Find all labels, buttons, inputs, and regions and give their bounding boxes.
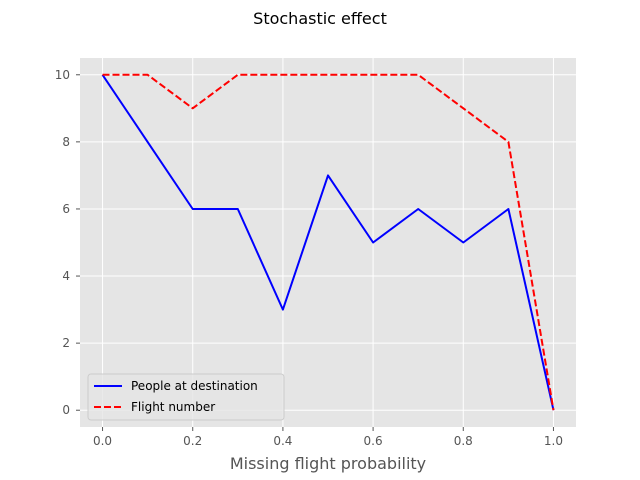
x-axis-ticks: 0.0 0.2 0.4 0.6 0.8 1.0 <box>93 427 563 448</box>
x-tick-label: 0.2 <box>183 434 202 448</box>
y-tick-label: 0 <box>62 403 70 417</box>
legend: People at destination Flight number <box>87 373 285 421</box>
series-line-1 <box>101 74 555 411</box>
x-tick-label: 1.0 <box>544 434 563 448</box>
legend-box <box>87 373 285 421</box>
y-tick-label: 10 <box>55 68 70 82</box>
y-tick-label: 8 <box>62 135 70 149</box>
series-lines <box>101 73 555 411</box>
x-axis-label: Missing flight probability <box>230 454 426 473</box>
x-tick-label: 0.8 <box>454 434 473 448</box>
legend-label: People at destination <box>131 379 258 393</box>
y-tick-label: 4 <box>62 269 70 283</box>
x-tick-label: 0.4 <box>273 434 292 448</box>
y-tick-label: 2 <box>62 336 70 350</box>
y-tick-label: 6 <box>62 202 70 216</box>
chart-title: Stochastic effect <box>253 9 387 28</box>
y-axis-ticks: 0 2 4 6 8 10 <box>55 68 80 417</box>
plot-area <box>80 58 576 427</box>
series-line-2 <box>102 73 555 411</box>
x-tick-label: 0.6 <box>364 434 383 448</box>
x-tick-label: 0.0 <box>93 434 112 448</box>
legend-label: Flight number <box>131 400 215 414</box>
